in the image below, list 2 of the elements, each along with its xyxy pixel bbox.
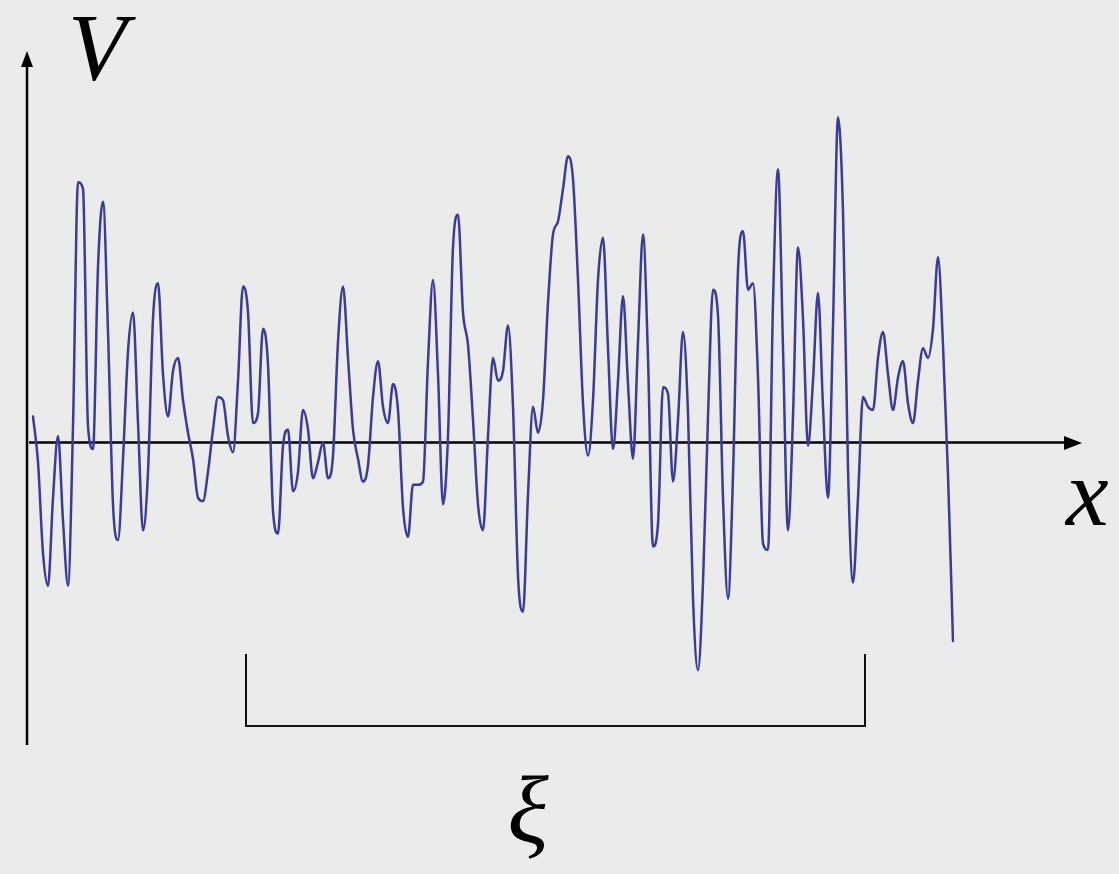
text: ξ xyxy=(507,756,549,863)
x-axis-title: x xyxy=(1066,439,1109,546)
